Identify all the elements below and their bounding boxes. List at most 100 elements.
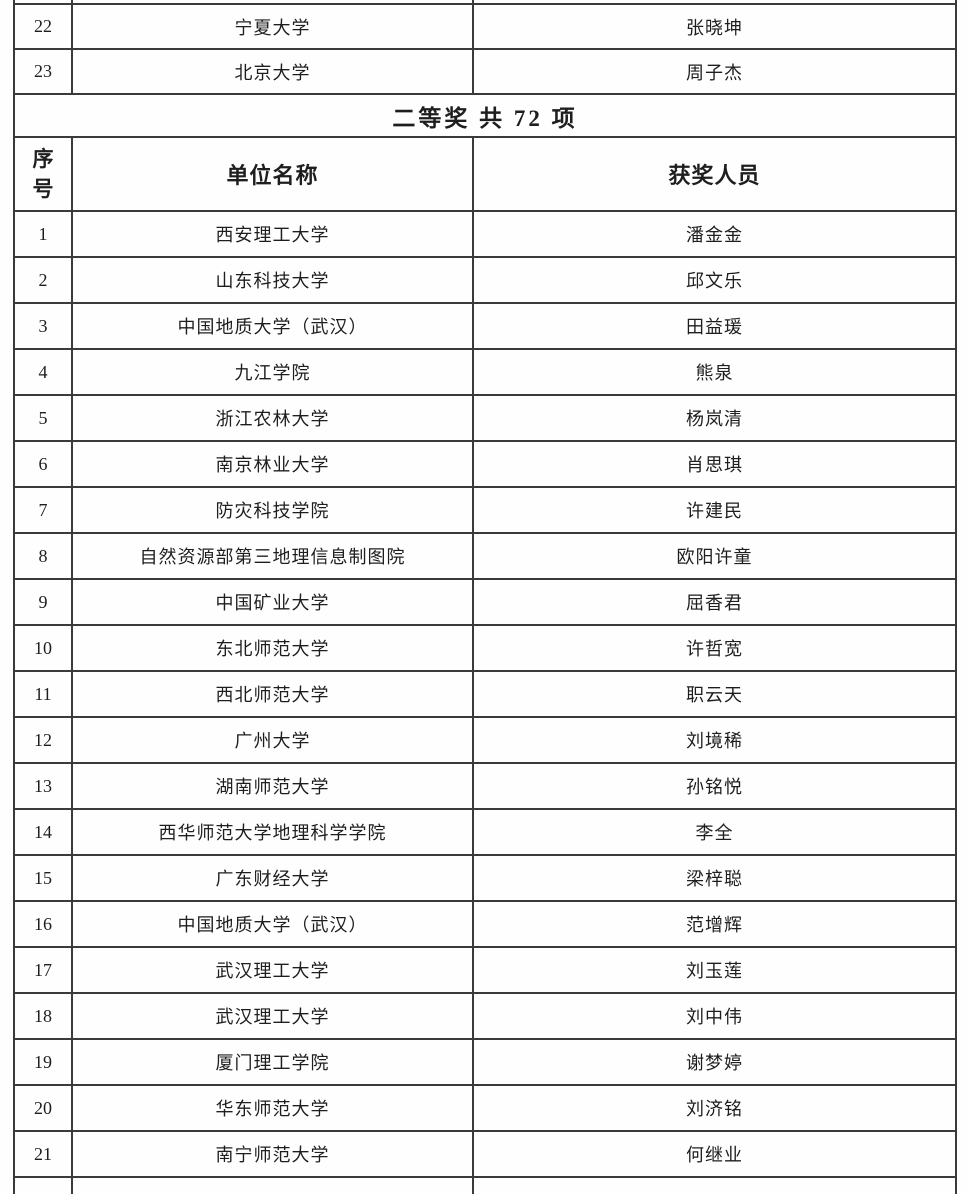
row-number: 4	[15, 350, 73, 394]
unit-name: 防灾科技学院	[73, 488, 474, 532]
unit-name: 武汉理工大学	[73, 994, 474, 1038]
winner-name: 李全	[695, 823, 734, 843]
table-row: 13 湖南师范大学 孙铭悦	[13, 764, 957, 810]
row-number: 21	[15, 1132, 73, 1176]
table-row: 16 中国地质大学（武汉） 范增辉	[13, 902, 957, 948]
table-row: 21 南宁师范大学 何继业	[13, 1132, 957, 1178]
table-row: 2 山东科技大学 邱文乐	[13, 258, 957, 304]
table-row: 12 广州大学 刘境稀	[13, 718, 957, 764]
header-winner-name: 获奖人员	[668, 163, 761, 188]
unit-name: 东北师范大学	[73, 626, 474, 670]
table-row: 7 防灾科技学院 许建民	[13, 488, 957, 534]
table-row: 20 华东师范大学 刘济铭	[13, 1086, 957, 1132]
table-row: 1 西安理工大学 潘金金	[13, 212, 957, 258]
row-number: 14	[15, 810, 73, 854]
unit-name: 武汉理工大学	[73, 948, 474, 992]
unit-name: 九江学院	[73, 350, 474, 394]
winner-name: 刘中伟	[686, 1007, 743, 1027]
row-number: 19	[15, 1040, 73, 1084]
unit-name: 广东财经大学	[73, 856, 474, 900]
data-rows-group: 1 西安理工大学 潘金金 2 山东科技大学 邱文乐 3 中国地质大学（武汉） 田…	[13, 212, 957, 1178]
table-row: 6 南京林业大学 肖思琪	[13, 442, 957, 488]
row-number: 11	[15, 672, 73, 716]
winner-name: 张晓坤	[686, 17, 743, 38]
awards-table: 22 宁夏大学 张晓坤 23 北京大学 周子杰 二等奖 共 72 项 序 号 单…	[13, 0, 957, 1194]
unit-name: 西安理工大学	[73, 212, 474, 256]
row-number: 5	[15, 396, 73, 440]
table-row: 18 武汉理工大学 刘中伟	[13, 994, 957, 1040]
row-number: 10	[15, 626, 73, 670]
table-row: 4 九江学院 熊泉	[13, 350, 957, 396]
winner-name: 刘济铭	[686, 1099, 743, 1119]
winner-name: 谢梦婷	[686, 1053, 743, 1073]
table-row-cutoff-bottom	[13, 1178, 957, 1194]
table-row: 14 西华师范大学地理科学学院 李全	[13, 810, 957, 856]
winner-name: 刘玉莲	[686, 961, 743, 981]
unit-name: 自然资源部第三地理信息制图院	[73, 534, 474, 578]
row-number: 13	[15, 764, 73, 808]
row-number: 22	[15, 5, 73, 48]
unit-name: 中国地质大学（武汉）	[73, 902, 474, 946]
table-row: 19 厦门理工学院 谢梦婷	[13, 1040, 957, 1086]
table-row-cutoff-top	[13, 0, 957, 5]
winner-name	[474, 1178, 955, 1194]
unit-name: 浙江农林大学	[73, 396, 474, 440]
unit-name: 北京大学	[73, 50, 474, 93]
winner-name: 屈香君	[686, 593, 743, 613]
winner-name: 杨岚清	[686, 409, 743, 429]
unit-name: 华东师范大学	[73, 1086, 474, 1130]
row-number: 23	[15, 50, 73, 93]
winner-name: 刘境稀	[686, 731, 743, 751]
table-row: 22 宁夏大学 张晓坤	[13, 5, 957, 50]
table-row: 17 武汉理工大学 刘玉莲	[13, 948, 957, 994]
unit-name: 广州大学	[73, 718, 474, 762]
row-number: 20	[15, 1086, 73, 1130]
row-number: 2	[15, 258, 73, 302]
winner-name: 肖思琪	[686, 455, 743, 475]
table-row: 3 中国地质大学（武汉） 田益瑗	[13, 304, 957, 350]
winner-name: 许建民	[686, 501, 743, 521]
winner-name: 梁梓聪	[686, 869, 743, 889]
continued-rows-group: 22 宁夏大学 张晓坤 23 北京大学 周子杰	[13, 5, 957, 95]
winner-name: 欧阳许童	[676, 547, 753, 567]
table-row: 8 自然资源部第三地理信息制图院 欧阳许童	[13, 534, 957, 580]
section-title: 二等奖 共 72 项	[392, 105, 578, 131]
winner-name: 潘金金	[686, 225, 743, 245]
table-row: 23 北京大学 周子杰	[13, 50, 957, 95]
unit-name	[73, 1178, 474, 1194]
row-number: 17	[15, 948, 73, 992]
row-number: 12	[15, 718, 73, 762]
row-number	[15, 0, 73, 3]
winner-name: 田益瑗	[686, 317, 743, 337]
row-number	[15, 1178, 73, 1194]
row-number: 6	[15, 442, 73, 486]
table-header-row: 序 号 单位名称 获奖人员	[13, 138, 957, 212]
winner-name: 范增辉	[686, 915, 743, 935]
winner-name: 许哲宽	[686, 639, 743, 659]
table-row: 15 广东财经大学 梁梓聪	[13, 856, 957, 902]
unit-name: 山东科技大学	[73, 258, 474, 302]
table-row: 5 浙江农林大学 杨岚清	[13, 396, 957, 442]
row-number: 15	[15, 856, 73, 900]
row-number: 16	[15, 902, 73, 946]
header-unit-name: 单位名称	[73, 138, 474, 210]
table-row: 11 西北师范大学 职云天	[13, 672, 957, 718]
unit-name: 中国地质大学（武汉）	[73, 304, 474, 348]
header-serial-number: 序 号	[15, 138, 73, 210]
winner-name: 周子杰	[686, 62, 743, 83]
winner-name	[474, 0, 955, 3]
unit-name: 南京林业大学	[73, 442, 474, 486]
winner-name: 职云天	[686, 685, 743, 705]
unit-name: 西华师范大学地理科学学院	[73, 810, 474, 854]
winner-name: 邱文乐	[686, 271, 743, 291]
unit-name: 南宁师范大学	[73, 1132, 474, 1176]
row-number: 7	[15, 488, 73, 532]
row-number: 8	[15, 534, 73, 578]
winner-name: 何继业	[686, 1145, 743, 1165]
unit-name: 中国矿业大学	[73, 580, 474, 624]
unit-name	[73, 0, 474, 3]
row-number: 3	[15, 304, 73, 348]
row-number: 1	[15, 212, 73, 256]
row-number: 18	[15, 994, 73, 1038]
